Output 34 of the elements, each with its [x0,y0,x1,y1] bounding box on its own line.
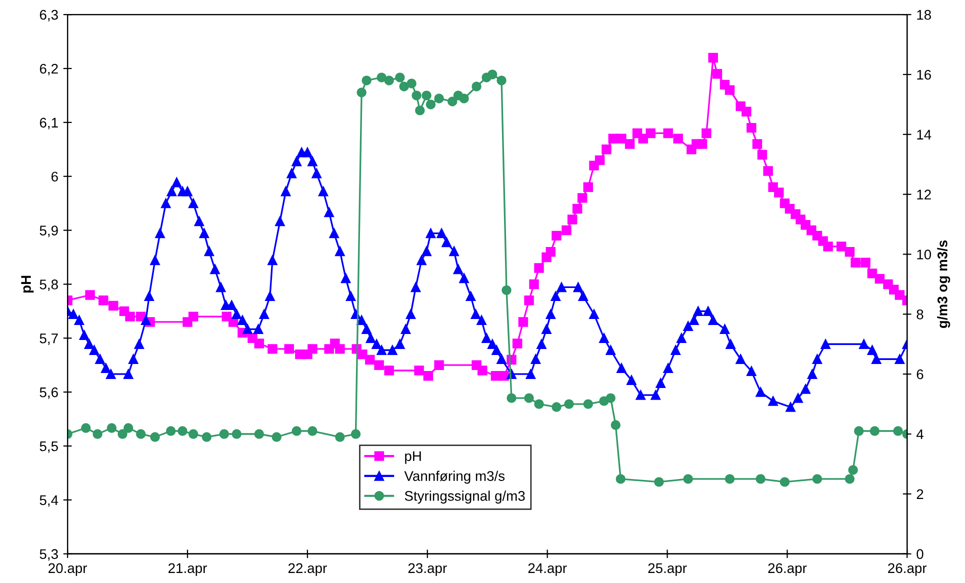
y2-tick-label: 0 [916,549,924,560]
legend-label: pH [405,451,421,464]
y2-axis-title: g/m3 og m3/s [937,240,950,328]
y2-tick-label: 18 [917,10,931,20]
y2-tick-label: 10 [917,250,932,260]
y-tick-label: 5,4 [40,495,58,507]
legend-label: Styringssignal g/m3 [404,490,525,504]
y-tick-label: 5,8 [40,280,58,292]
x-tick-label: 24.apr [528,563,567,576]
y2-tick-label: 16 [917,70,931,80]
y-tick-label: 6 [52,172,58,182]
y-tick-label: 5,7 [40,334,58,345]
x-tick-label: 26.apr [768,563,807,576]
x-tick-label: 26.apr [888,563,927,576]
y2-tick-label: 4 [916,429,924,440]
y2-tick-label: 8 [916,310,924,320]
y-tick-label: 5,3 [40,549,58,561]
x-tick-label: 20.apr [48,563,88,576]
y-tick-label: 5,9 [40,226,58,238]
y2-tick-label: 2 [916,489,924,499]
y2-tick-label: 6 [916,369,924,380]
y-tick-label: 6,1 [40,118,58,130]
y-tick-label: 5,5 [40,441,58,453]
x-tick-label: 23.apr [408,563,447,576]
y-axis-title: pH [21,276,34,293]
x-tick-label: 21.apr [168,563,207,576]
y-tick-label: 6,2 [40,64,58,76]
y2-tick-label: 12 [917,190,931,200]
x-tick-label: 25.apr [648,563,687,576]
y-tick-label: 5,6 [40,387,58,399]
legend-label: Vannføring m3/s [404,470,505,484]
y2-tick-label: 14 [917,130,932,140]
y-tick-label: 6,3 [40,10,58,22]
x-tick-label: 22.apr [288,563,327,576]
